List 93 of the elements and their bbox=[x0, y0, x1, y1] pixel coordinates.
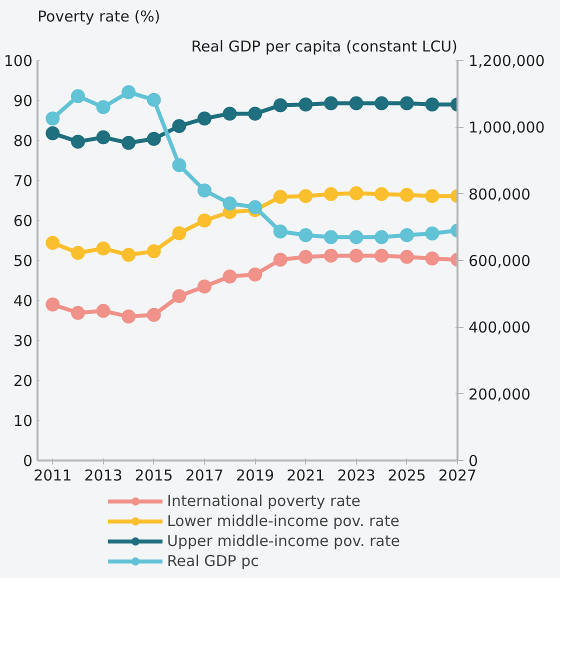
legend-label: Upper middle-income pov. rate bbox=[167, 532, 400, 550]
point bbox=[374, 248, 389, 263]
point bbox=[122, 136, 136, 150]
point bbox=[146, 92, 161, 107]
point bbox=[222, 196, 237, 210]
point bbox=[324, 187, 338, 202]
y-tick-label: 60 bbox=[13, 212, 33, 230]
y-tick-label: 80 bbox=[13, 132, 33, 150]
y-tick-label: 20 bbox=[13, 372, 33, 390]
point bbox=[96, 242, 110, 256]
point bbox=[222, 270, 237, 284]
y-tick-label: 50 bbox=[13, 252, 33, 270]
y-tick-label: 90 bbox=[13, 92, 33, 110]
point bbox=[70, 89, 85, 104]
point bbox=[425, 98, 440, 112]
point bbox=[400, 188, 414, 202]
legend-label: Real GDP pc bbox=[167, 552, 259, 570]
point bbox=[146, 244, 161, 258]
point bbox=[122, 85, 136, 100]
y2-tick-label: 1,000,000 bbox=[468, 118, 545, 137]
y-tick-label: 30 bbox=[13, 332, 33, 350]
point bbox=[298, 228, 313, 242]
point bbox=[70, 134, 85, 149]
point bbox=[197, 184, 212, 198]
point bbox=[96, 304, 110, 318]
point bbox=[273, 98, 288, 112]
point bbox=[172, 226, 186, 240]
point bbox=[248, 268, 262, 282]
y-tick-label: 0 bbox=[22, 452, 33, 470]
point bbox=[70, 306, 85, 320]
point bbox=[172, 119, 186, 134]
point bbox=[273, 224, 288, 238]
x-tick-label: 2021 bbox=[286, 466, 325, 484]
point bbox=[374, 230, 389, 244]
point bbox=[298, 250, 313, 264]
point bbox=[273, 190, 288, 204]
point bbox=[96, 130, 110, 144]
point bbox=[172, 158, 186, 172]
y-tick-label: 70 bbox=[13, 172, 33, 190]
point bbox=[248, 106, 262, 121]
point bbox=[425, 189, 440, 204]
y-axis-title: Poverty rate (%) bbox=[38, 8, 160, 26]
x-tick-label: 2019 bbox=[236, 466, 274, 484]
point bbox=[400, 228, 414, 242]
point bbox=[425, 226, 440, 240]
point bbox=[324, 230, 338, 244]
point bbox=[400, 250, 414, 264]
point bbox=[324, 96, 338, 110]
point bbox=[273, 252, 288, 267]
point bbox=[172, 289, 186, 304]
point bbox=[349, 248, 364, 263]
point bbox=[96, 100, 110, 114]
x-tick-label: 2013 bbox=[84, 466, 122, 484]
point bbox=[248, 200, 262, 214]
point bbox=[324, 248, 338, 263]
point bbox=[197, 214, 212, 228]
point bbox=[146, 308, 161, 322]
y2-axis-title: Real GDP per capita (constant LCU) bbox=[191, 38, 458, 56]
legend-label: Lower middle-income pov. rate bbox=[167, 512, 400, 530]
x-tick-label: 2015 bbox=[134, 466, 173, 484]
x-tick-label: 2017 bbox=[185, 466, 224, 484]
point bbox=[46, 298, 60, 312]
x-tick-label: 2025 bbox=[388, 466, 426, 484]
point bbox=[400, 96, 414, 110]
point bbox=[374, 96, 389, 110]
point bbox=[425, 252, 440, 266]
point bbox=[298, 98, 313, 112]
point bbox=[46, 236, 60, 250]
y2-tick-label: 1,200,000 bbox=[468, 52, 545, 70]
point bbox=[298, 189, 313, 204]
y-tick-label: 10 bbox=[13, 412, 33, 430]
y2-tick-label: 200,000 bbox=[468, 385, 531, 404]
y2-tick-label: 600,000 bbox=[468, 252, 531, 270]
point bbox=[349, 186, 364, 200]
point bbox=[374, 187, 389, 202]
point bbox=[122, 248, 136, 262]
y-tick-label: 100 bbox=[4, 52, 33, 70]
point bbox=[349, 96, 364, 110]
point bbox=[46, 126, 60, 140]
point bbox=[122, 310, 136, 324]
point bbox=[349, 230, 364, 244]
point bbox=[146, 132, 161, 146]
point bbox=[46, 112, 60, 126]
point bbox=[70, 246, 85, 260]
x-tick-label: 2023 bbox=[337, 466, 376, 484]
y-tick-label: 40 bbox=[13, 292, 33, 310]
point bbox=[222, 106, 237, 121]
x-tick-label: 2011 bbox=[34, 466, 72, 484]
y2-tick-label: 800,000 bbox=[468, 185, 531, 204]
point bbox=[197, 280, 212, 294]
y2-tick-label: 400,000 bbox=[468, 318, 531, 337]
legend-label: International poverty rate bbox=[167, 492, 361, 510]
point bbox=[197, 112, 212, 126]
